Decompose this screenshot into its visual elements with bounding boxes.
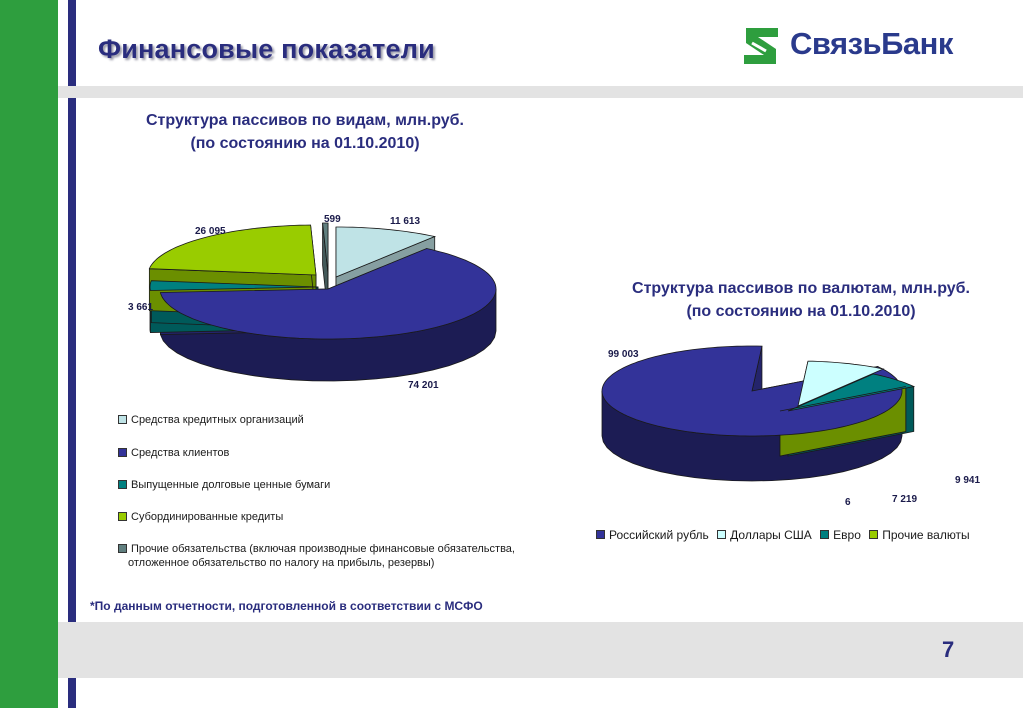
- pie-data-label: 599: [324, 214, 341, 225]
- pie-slice-top: [779, 386, 906, 412]
- pie-data-label: 6: [845, 497, 851, 508]
- legend1-swatch: [118, 511, 127, 521]
- pie-slice-top: [797, 360, 885, 407]
- legend2-item: Российский рубль: [596, 528, 709, 542]
- pie-slice-top: [601, 345, 903, 437]
- logo-s-icon: [744, 28, 778, 64]
- pie-data-label: 74 201: [408, 380, 439, 391]
- chart2-title: Структура пассивов по валютам, млн.руб. …: [596, 277, 1006, 323]
- pie-slice-top: [159, 248, 497, 340]
- legend1-item: Выпущенные долговые ценные бумаги: [118, 479, 330, 491]
- legend1-swatch: [118, 479, 127, 489]
- pie-slice-top: [787, 373, 916, 412]
- pie-slice-top: [335, 226, 437, 278]
- header-divider-band: [58, 86, 1023, 98]
- legend1-swatch: [118, 447, 127, 457]
- chart2-title-line1: Структура пассивов по валютам, млн.руб.: [632, 280, 970, 297]
- legend1-item-continuation: отложенное обязательство по налогу на пр…: [128, 557, 435, 569]
- footer-band: [58, 622, 1023, 678]
- pie-chart-2: 99 003 9 941 7 219 6: [601, 345, 980, 508]
- legend1-item: Прочие обязательства (включая производны…: [118, 543, 515, 555]
- page-title: Финансовые показатели: [98, 34, 435, 64]
- chart1-title-line2: (по состоянию на 01.10.2010): [190, 135, 420, 152]
- pie-data-label: 11 613: [390, 216, 420, 227]
- legend2-swatch: [820, 530, 830, 540]
- chart1-title-line1: Структура пассивов по видам, млн.руб.: [145, 112, 464, 129]
- footnote: *По данным отчетности, подготовленной в …: [90, 599, 483, 613]
- legend1-swatch: [118, 543, 127, 553]
- legend1-item: Средства клиентов: [118, 447, 229, 459]
- pie-data-label: 26 095: [195, 226, 226, 237]
- pie-data-label: 99 003: [608, 349, 639, 360]
- pie-slice-top: [148, 224, 317, 276]
- legend2-item: Доллары США: [717, 528, 812, 542]
- chart2-legend: Российский рубль Доллары США Евро Прочие…: [596, 528, 975, 542]
- pie-slice-top: [322, 222, 329, 274]
- legend2-swatch: [596, 530, 605, 540]
- chart1-title: Структура пассивов по видам, млн.руб. (п…: [100, 109, 510, 155]
- legend1-item: Субординированные кредиты: [118, 511, 283, 523]
- logo-text: СвязьБанк: [790, 26, 953, 61]
- left-green-stripe: [0, 0, 58, 708]
- left-white-stripe: [58, 0, 68, 708]
- pie-data-label: 9 941: [955, 475, 980, 486]
- pie-slice-top: [149, 280, 319, 291]
- legend1-swatch: [118, 414, 127, 424]
- legend1-item: Средства кредитных организаций: [118, 414, 304, 426]
- pie-data-label: 7 219: [892, 494, 917, 505]
- left-navy-stripe: [68, 0, 76, 708]
- chart2-title-line2: (по состоянию на 01.10.2010): [686, 303, 916, 320]
- pie-data-label: 3 661: [128, 302, 153, 313]
- legend2-swatch: [869, 530, 879, 540]
- legend2-item: Прочие валюты: [869, 528, 970, 542]
- pie-chart-1: 11 613 74 201 3 661 26 095 599: [128, 214, 497, 391]
- legend2-item: Евро: [820, 528, 861, 542]
- legend2-swatch: [717, 530, 727, 540]
- bank-logo: СвязьБанк: [740, 24, 970, 68]
- page-number: 7: [942, 637, 955, 662]
